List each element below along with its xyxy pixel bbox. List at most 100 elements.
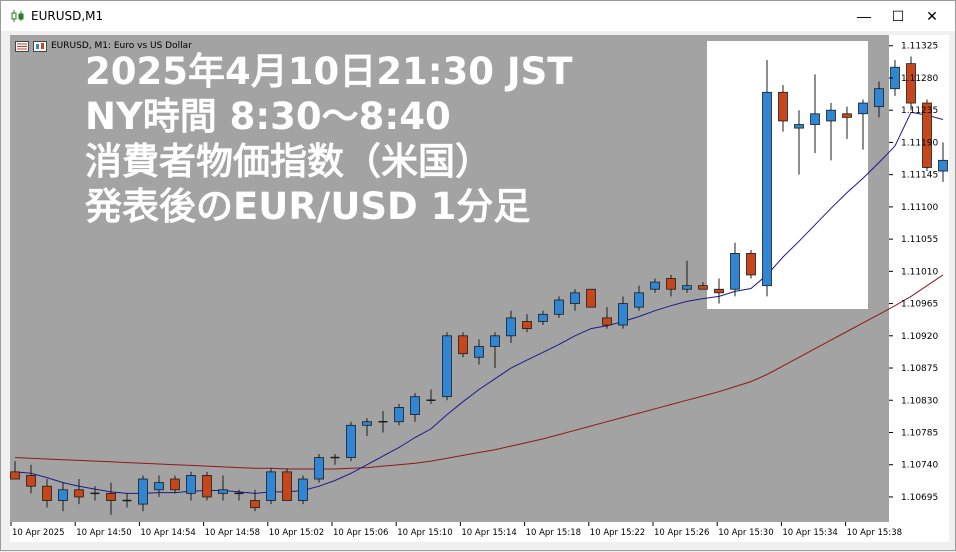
- candle: [586, 288, 596, 308]
- chart-header: EURUSD, M1: Euro vs US Dollar: [15, 39, 192, 53]
- candle-body: [218, 489, 228, 494]
- candle: [490, 332, 500, 369]
- candle-body: [730, 253, 740, 290]
- candle-body: [858, 102, 868, 115]
- candle: [458, 332, 468, 358]
- candle-body: [906, 63, 916, 104]
- candle-body: [282, 471, 292, 501]
- price-tick-label: 1.11325: [901, 42, 938, 52]
- price-tick-label: 1.10695: [901, 493, 938, 503]
- caption-line-description: 発表後のEUR/USD 1分足: [85, 185, 531, 228]
- candle: [698, 282, 708, 290]
- price-tick-label: 1.11100: [901, 203, 938, 213]
- candle: [474, 339, 484, 365]
- window-title: EURUSD,M1: [31, 9, 104, 23]
- maximize-button[interactable]: ☐: [881, 1, 915, 31]
- price-tick-label: 1.11280: [901, 74, 938, 84]
- candle-body: [938, 159, 948, 172]
- candle-body: [346, 424, 356, 458]
- candle-body: [394, 407, 404, 423]
- candle-body: [666, 278, 676, 290]
- candle-body: [826, 109, 836, 122]
- candle: [570, 289, 580, 311]
- close-button[interactable]: ✕: [915, 1, 949, 31]
- candle: [346, 421, 356, 462]
- indicator-icon: [33, 40, 47, 52]
- price-tick-label: 1.11010: [901, 267, 938, 277]
- time-tick-label: 10 Apr 2025: [12, 528, 65, 538]
- time-tick-label: 10 Apr 14:50: [76, 528, 131, 538]
- candle-body: [538, 313, 548, 322]
- candle-body: [138, 478, 148, 505]
- time-axis[interactable]: [10, 522, 949, 542]
- candle: [922, 99, 932, 172]
- candle-body: [874, 88, 884, 108]
- candle: [186, 471, 196, 501]
- candle-body: [634, 292, 644, 308]
- minimize-icon: —: [857, 8, 871, 24]
- candle: [618, 296, 628, 329]
- candle: [506, 310, 516, 343]
- candle: [218, 475, 228, 501]
- candle: [794, 110, 804, 175]
- maximize-icon: ☐: [891, 7, 905, 24]
- candle: [682, 260, 692, 293]
- candle: [714, 278, 724, 304]
- slow-ma-line: [14, 274, 944, 470]
- candle: [250, 489, 260, 512]
- candle: [410, 393, 420, 422]
- time-tick-label: 10 Apr 15:22: [590, 528, 645, 538]
- candle: [282, 468, 292, 501]
- candle-body: [362, 421, 372, 426]
- price-tick-label: 1.10920: [901, 332, 938, 342]
- candle-body: [250, 500, 260, 509]
- candle: [650, 278, 660, 293]
- candle-body: [202, 475, 212, 498]
- caption-line-time: NY時間 8:30～8:40: [85, 95, 451, 138]
- candle: [74, 479, 84, 505]
- fast-moving-average: [14, 111, 944, 494]
- price-tick-label: 1.11145: [901, 171, 938, 181]
- time-tick-label: 10 Apr 15:26: [654, 528, 709, 538]
- candle-body: [506, 317, 516, 337]
- candle: [330, 453, 340, 465]
- candle: [10, 461, 20, 480]
- price-tick-labels: 1.11325 1.11280 1.11235 1.11190 1.11145 1.111…: [889, 42, 938, 503]
- caption-line-date: 2025年4月10日21:30 JST: [85, 50, 573, 93]
- candle: [730, 242, 740, 297]
- time-tick-label: 10 Apr 15:02: [269, 528, 324, 538]
- candle-body: [554, 299, 564, 315]
- slow-moving-average: [14, 274, 944, 470]
- price-tick-label: 1.10875: [901, 364, 938, 374]
- candle: [26, 464, 36, 494]
- candle-body: [650, 281, 660, 290]
- candle: [906, 56, 916, 111]
- candle-body: [794, 124, 804, 129]
- candle: [314, 453, 324, 483]
- candle-body: [10, 471, 20, 480]
- candle: [154, 475, 164, 497]
- candle-body: [810, 113, 820, 125]
- candle: [634, 285, 644, 311]
- candle-body: [586, 288, 596, 308]
- candle: [90, 486, 100, 501]
- candle-body: [458, 335, 468, 355]
- candle: [394, 403, 404, 426]
- time-tick-label: 10 Apr 14:58: [205, 528, 260, 538]
- time-tick-label: 10 Apr 15:14: [461, 528, 516, 538]
- candle-body: [106, 492, 116, 501]
- time-tick-label: 10 Apr 15:34: [782, 528, 837, 538]
- chart-symbol-label: EURUSD, M1: Euro vs US Dollar: [51, 41, 192, 51]
- minimize-button[interactable]: —: [847, 1, 881, 31]
- chart-list-icon: [15, 40, 29, 52]
- candle-body: [314, 457, 324, 480]
- candle: [858, 99, 868, 150]
- title-bar[interactable]: EURUSD,M1 — ☐ ✕: [1, 1, 955, 31]
- price-axis[interactable]: [889, 35, 949, 522]
- candlestick-chart-icon: [11, 10, 24, 22]
- candle: [666, 274, 676, 297]
- candle: [554, 296, 564, 318]
- candle-body: [298, 478, 308, 501]
